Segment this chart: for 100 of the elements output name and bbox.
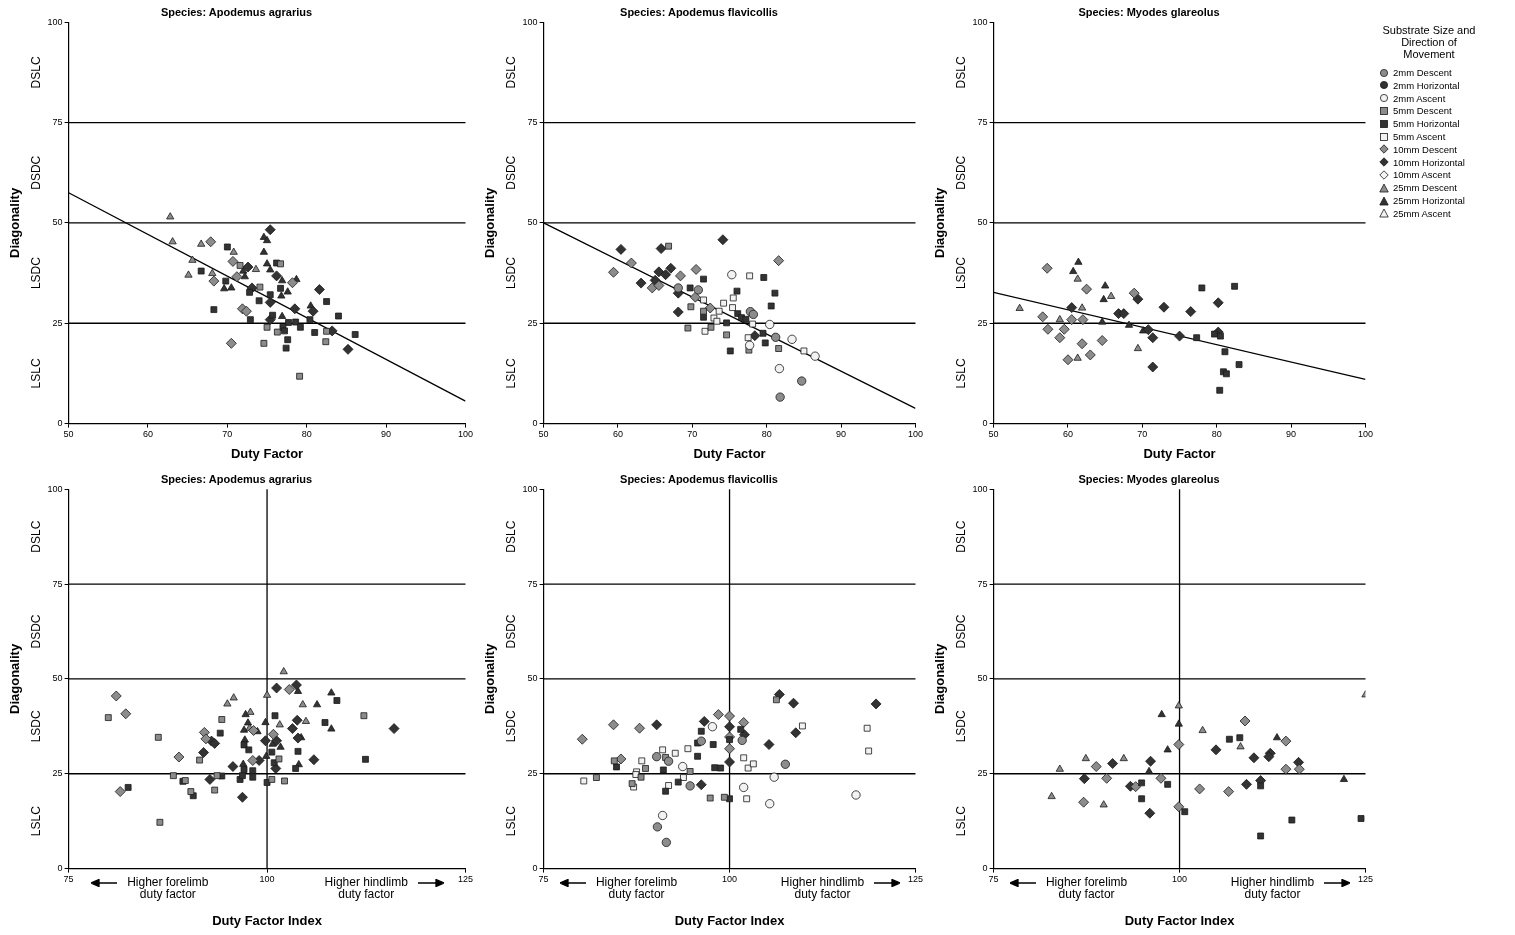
x-axis-title: Duty Factor Index [1124, 912, 1236, 928]
text: LSDC [953, 709, 968, 743]
x-tick-label: 70 [1137, 429, 1148, 440]
y-tick-label: 75 [977, 117, 988, 128]
x-axis-title: Duty Factor Index [674, 912, 786, 928]
y-tick-label: 75 [977, 578, 988, 589]
legend-label: 5mm Descent [1393, 105, 1452, 117]
text: Higher hindlimb duty factor [324, 874, 409, 902]
x-tick-label: 100 [907, 429, 924, 440]
x-axis-title: Duty Factor Index [212, 912, 323, 928]
y-tick-label: 0 [532, 863, 538, 874]
chart-title: Species: Myodes glareolus [1078, 5, 1220, 18]
legend-label: 5mm Ascent [1393, 131, 1446, 143]
y-tick-label: 25 [977, 317, 988, 328]
text: LSDC [503, 256, 518, 290]
legend-label: 2mm Ascent [1393, 92, 1446, 104]
y-tick-label: 75 [527, 578, 538, 589]
y-tick-label: 100 [47, 483, 63, 494]
legend-label: 25mm Descent [1393, 182, 1457, 194]
text: DSDC [503, 155, 518, 190]
legend-label: 10mm Ascent [1393, 169, 1451, 181]
text: DSLC [28, 520, 43, 553]
x-tick-label: 90 [1286, 429, 1297, 440]
y-tick-label: 0 [982, 863, 988, 874]
legend-label: 10mm Descent [1393, 143, 1457, 155]
x-tick-label: 80 [1211, 429, 1222, 440]
legend-label: 2mm Horizontal [1393, 79, 1460, 91]
legend-label: 2mm Descent [1393, 67, 1452, 79]
legend-label: 5mm Horizontal [1393, 118, 1460, 130]
chart-title: Species: Apodemus flavicollis [620, 5, 778, 18]
y-tick-label: 25 [52, 768, 63, 779]
text: Higher hindlimb duty factor [780, 874, 865, 902]
text: LSLC [503, 805, 518, 837]
chart-title: Species: Apodemus flavicollis [620, 472, 778, 485]
chart-title: Species: Apodemus agrarius [160, 472, 313, 485]
y-tick-label: 100 [972, 483, 988, 494]
text: LSDC [953, 256, 968, 290]
x-axis-title: Duty Factor [1143, 445, 1216, 461]
text: DSDC [953, 155, 968, 190]
x-tick-label: 90 [836, 429, 847, 440]
text: LSLC [28, 805, 43, 837]
text: DSLC [953, 56, 968, 89]
legend-label: 25mm Horizontal [1393, 195, 1465, 207]
x-tick-label: 100 [1172, 874, 1188, 885]
y-tick-label: 25 [52, 317, 63, 328]
legend-title: Substrate Size and Direction of Movement [1381, 24, 1477, 61]
y-tick-label: 100 [522, 483, 538, 494]
y-tick-label: 25 [527, 768, 538, 779]
y-tick-label: 0 [57, 418, 63, 429]
y-tick-label: 50 [977, 673, 988, 684]
text: LSLC [503, 358, 518, 389]
x-axis-title: Duty Factor [230, 445, 304, 461]
y-tick-label: 0 [982, 418, 988, 429]
x-tick-label: 100 [1357, 429, 1374, 440]
y-tick-label: 0 [532, 418, 538, 429]
text: LSLC [953, 358, 968, 389]
x-tick-label: 100 [457, 429, 474, 440]
x-tick-label: 80 [761, 429, 772, 440]
chart-title: Species: Apodemus agrarius [160, 5, 313, 18]
x-tick-label: 90 [381, 429, 392, 440]
y-tick-label: 50 [52, 217, 63, 228]
y-tick-label: 75 [527, 117, 538, 128]
text: Higher forelimb duty factor [1045, 874, 1128, 902]
y-tick-label: 75 [52, 117, 63, 128]
y-tick-label: 50 [527, 673, 538, 684]
text: DSLC [953, 520, 968, 553]
chart-title: Species: Myodes glareolus [1078, 472, 1220, 485]
y-axis-title: Diagonality [482, 187, 498, 258]
y-tick-label: 100 [47, 16, 63, 27]
text: DSDC [28, 614, 43, 649]
y-tick-label: 0 [57, 863, 63, 874]
y-axis-title: Diagonality [932, 187, 948, 258]
legend-label: 25mm Ascent [1393, 207, 1451, 219]
text: LSLC [28, 358, 43, 389]
text: Higher forelimb duty factor [595, 874, 678, 902]
y-tick-label: 25 [527, 317, 538, 328]
y-axis-title: Diagonality [7, 187, 23, 258]
y-tick-label: 50 [527, 217, 538, 228]
text: LSLC [953, 805, 968, 837]
x-tick-label: 125 [1357, 874, 1374, 885]
x-tick-label: 100 [722, 874, 738, 885]
text: Higher forelimb duty factor [127, 874, 209, 902]
text: DSLC [503, 56, 518, 89]
x-tick-label: 60 [142, 429, 153, 440]
x-tick-label: 70 [222, 429, 233, 440]
y-tick-label: 50 [52, 673, 63, 684]
x-tick-label: 60 [612, 429, 623, 440]
text: LSDC [28, 256, 43, 290]
y-tick-label: 100 [972, 16, 988, 27]
x-tick-label: 70 [687, 429, 698, 440]
y-tick-label: 50 [977, 217, 988, 228]
y-tick-label: 100 [522, 16, 538, 27]
y-axis-title: Diagonality [482, 643, 498, 714]
text: DSDC [503, 614, 518, 649]
text: LSDC [28, 709, 43, 743]
x-tick-label: 60 [1062, 429, 1073, 440]
x-tick-label: 80 [301, 429, 312, 440]
x-axis-title: Duty Factor [693, 445, 766, 461]
y-tick-label: 75 [52, 578, 63, 589]
y-tick-label: 25 [977, 768, 988, 779]
